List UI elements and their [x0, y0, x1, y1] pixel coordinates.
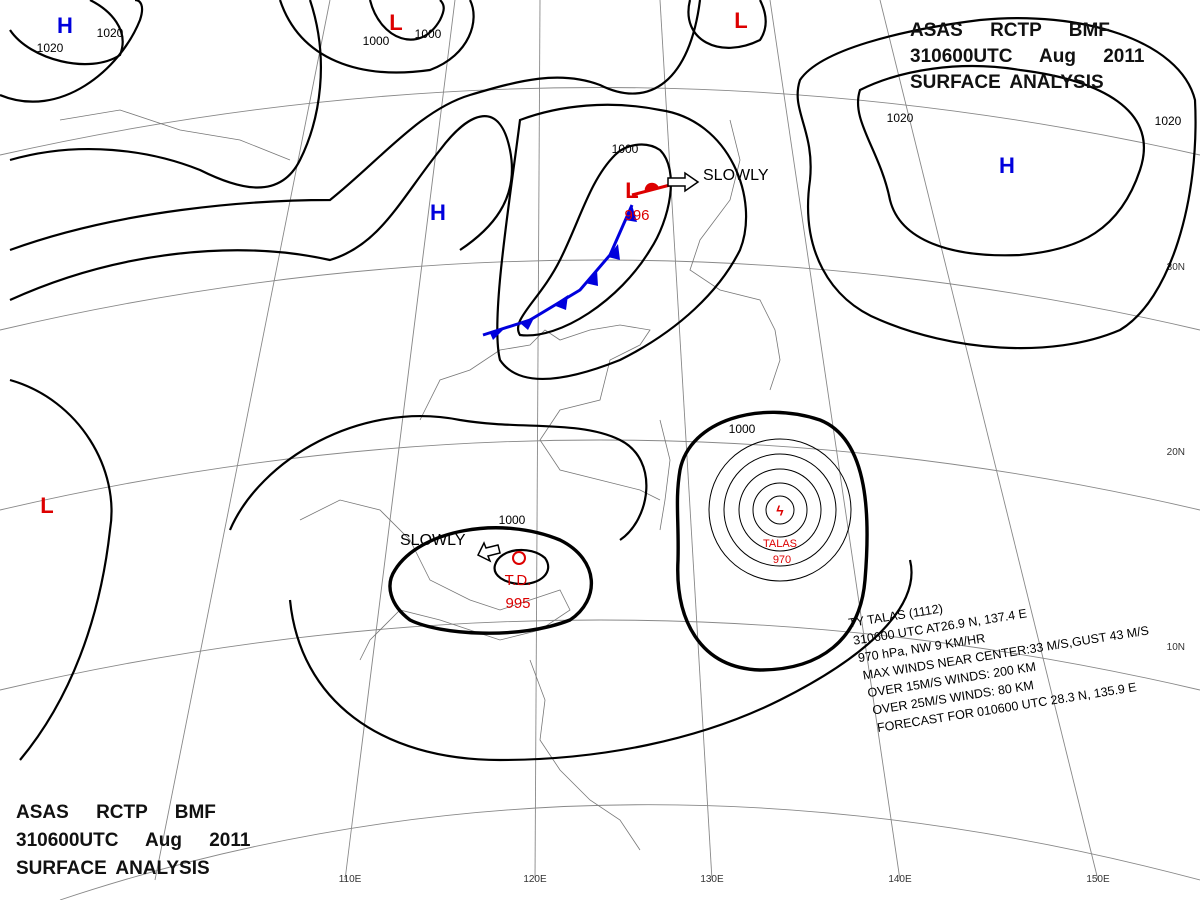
lon-label: 140E: [888, 874, 912, 885]
isobar-label: 1020: [37, 41, 64, 55]
high-center: H: [430, 200, 446, 225]
lat-label: 10N: [1167, 642, 1185, 653]
header-line: SURFACE ANALYSIS: [910, 72, 1104, 93]
high-center: H: [999, 153, 1015, 178]
isobar-label: 1000: [499, 513, 526, 527]
coastlines: [59, 109, 781, 851]
isobar-label: 1000: [729, 422, 756, 436]
high-center: H: [57, 13, 73, 38]
header-line: 310600UTC Aug 2011: [910, 46, 1145, 67]
typhoon-isobars: ϟ: [708, 438, 852, 582]
isobar-labels: 1020 1020 1000 1000 1000 1020 1020 1000 …: [37, 26, 1182, 527]
lon-label: 130E: [700, 874, 724, 885]
header-line: ASAS RCTP BMF: [910, 20, 1110, 41]
isobar-label: 1000: [363, 34, 390, 48]
low-pressure: 996: [624, 207, 649, 224]
low-center: L: [389, 10, 402, 35]
td-pressure: 995: [505, 595, 530, 612]
isobar-label: 1020: [1155, 114, 1182, 128]
td-label: T.D.: [505, 572, 532, 589]
lat-label: 20N: [1167, 447, 1185, 458]
warm-front: [631, 182, 671, 197]
movement-arrow: [667, 171, 700, 193]
movement-arrow: [476, 541, 501, 563]
typhoon-pressure: 970: [773, 554, 791, 566]
cold-front: [482, 204, 637, 340]
lon-label: 120E: [523, 874, 547, 885]
isobar-label: 1000: [415, 27, 442, 41]
td-symbol: [512, 551, 526, 565]
header-line: SURFACE ANALYSIS: [16, 858, 210, 879]
lat-label: 30N: [1167, 262, 1185, 273]
header-top: ASAS RCTP BMF 310600UTC Aug 2011 SURFACE…: [910, 20, 1145, 93]
lon-label: 110E: [339, 874, 362, 885]
header-bottom: ASAS RCTP BMF 310600UTC Aug 2011 SURFACE…: [16, 802, 251, 879]
typhoon-symbol: ϟ: [776, 503, 784, 519]
movement-label: SLOWLY: [703, 167, 769, 184]
typhoon-name: TALAS: [763, 538, 797, 550]
isobar-label: 1020: [97, 26, 124, 40]
movement-label: SLOWLY: [400, 532, 466, 549]
lon-label: 150E: [1086, 874, 1110, 885]
isobar-label: 1020: [887, 111, 914, 125]
low-center: L: [734, 8, 747, 33]
lat-30: [0, 259, 1200, 331]
isobars: [0, 0, 1197, 762]
header-line: ASAS RCTP BMF: [16, 802, 216, 823]
header-line: 310600UTC Aug 2011: [16, 830, 251, 851]
low-center: L: [40, 493, 53, 518]
isobar-label: 1000: [612, 142, 639, 156]
low-center: L: [625, 178, 638, 203]
